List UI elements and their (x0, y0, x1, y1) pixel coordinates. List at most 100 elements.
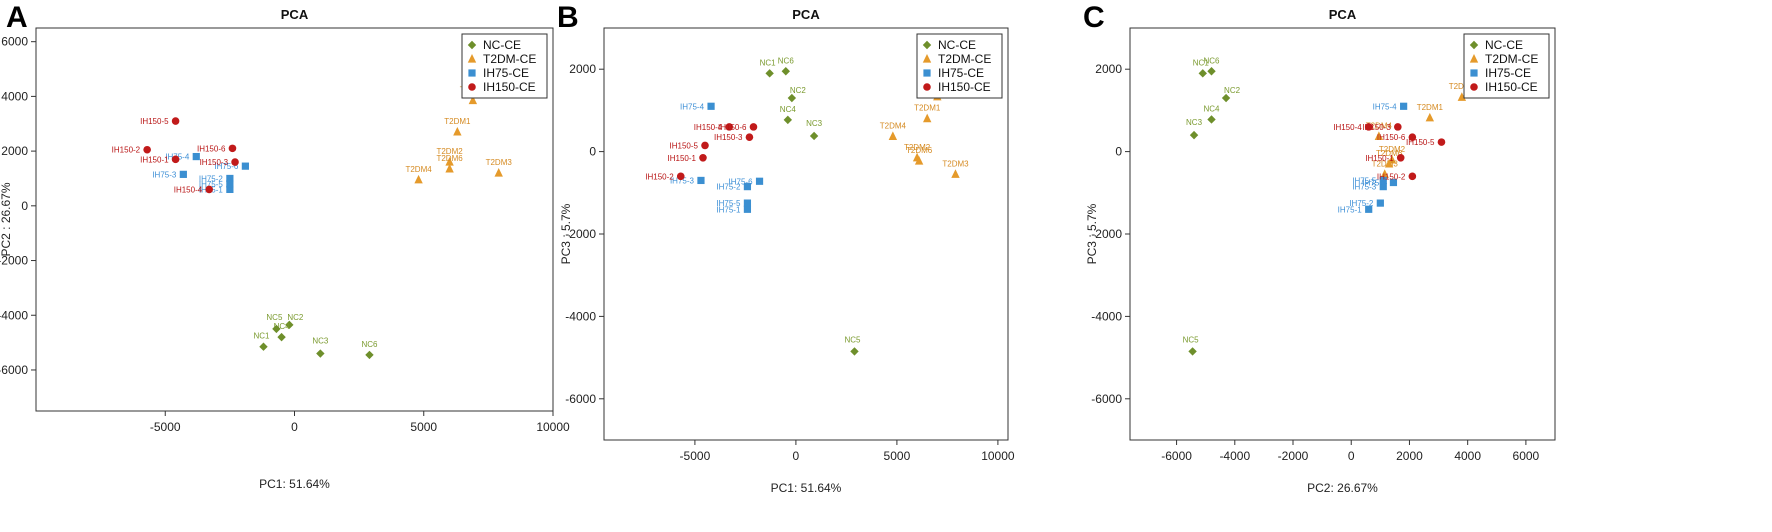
panel-letter: A (6, 1, 28, 34)
data-point-IH75-4 (1400, 102, 1408, 110)
point-label-T2DM4: T2DM4 (405, 165, 432, 174)
panel-letter: C (1083, 1, 1105, 34)
data-point-T2DM4 (414, 174, 423, 184)
legend-marker-T2DM-CE (1469, 54, 1479, 63)
point-label-IH150-1: IH150-1 (1365, 154, 1394, 163)
x-tick-label: -5000 (150, 420, 181, 434)
legend-label-IH150-CE: IH150-CE (483, 80, 536, 94)
point-label-T2DM6: T2DM6 (906, 146, 933, 155)
data-point-IH75-1 (1365, 205, 1373, 213)
legend-box (916, 33, 1003, 99)
point-label-IH150-2: IH150-2 (645, 172, 674, 181)
point-label-IH75-4: IH75-4 (680, 102, 705, 111)
data-point-T2DM5 (468, 95, 478, 105)
data-point-NC2 (1221, 93, 1231, 103)
legend-label-NC-CE: NC-CE (938, 38, 976, 52)
point-label-IH150-5: IH150-5 (1406, 138, 1435, 147)
x-tick-label: -2000 (1278, 449, 1309, 463)
point-label-IH150-1: IH150-1 (668, 154, 697, 163)
point-label-IH75-5: IH75-5 (199, 180, 224, 189)
point-label-IH150-2: IH150-2 (112, 146, 141, 155)
legend-marker-IH150-CE (468, 83, 476, 91)
point-label-IH75-1: IH75-1 (1338, 205, 1363, 214)
data-point-IH150-6 (749, 123, 758, 131)
data-point-NC1 (1198, 69, 1207, 78)
legend-label-NC-CE: NC-CE (483, 38, 521, 52)
data-point-IH75-4 (192, 152, 200, 161)
y-tick-label: -6000 (1091, 392, 1122, 406)
point-label-IH75-6: IH75-6 (1362, 179, 1387, 188)
x-tick-label: 4000 (1454, 449, 1481, 463)
chart-title: PCA (1329, 7, 1357, 22)
data-point-IH75-3 (179, 170, 187, 178)
point-label-NC3: NC3 (312, 337, 329, 346)
x-tick-label: -6000 (1161, 449, 1192, 463)
y-axis-label: PC3 : 5.7% (559, 203, 573, 264)
data-point-T2DM5 (1457, 92, 1467, 101)
x-tick-label: 10000 (536, 420, 570, 434)
legend-box (461, 33, 548, 99)
data-point-T2DM1 (1425, 112, 1435, 122)
data-point-IH75-5 (226, 180, 234, 188)
point-label-IH75-6: IH75-6 (214, 162, 239, 171)
data-point-T2DM2 (445, 157, 454, 166)
data-point-T2DM1 (453, 126, 462, 136)
point-label-IH75-4: IH75-4 (1373, 102, 1398, 111)
x-tick-label: 6000 (1513, 449, 1540, 463)
point-label-IH150-3: IH150-3 (714, 133, 743, 142)
y-tick-label: -2000 (1091, 227, 1122, 241)
data-point-NC6 (1207, 67, 1216, 76)
legend-box (1463, 33, 1550, 99)
point-label-IH150-5: IH150-5 (140, 117, 169, 126)
data-point-NC3 (1189, 130, 1199, 140)
data-point-IH150-6 (228, 144, 237, 153)
point-label-T2DM1: T2DM1 (1417, 103, 1444, 112)
data-point-NC5 (850, 347, 859, 356)
point-label-IH75-6: IH75-6 (729, 177, 754, 186)
y-tick-label: -6000 (0, 363, 28, 377)
legend-marker-IH150-CE (923, 83, 931, 91)
point-label-IH75-2: IH75-2 (1349, 199, 1374, 208)
data-point-IH75-2 (226, 174, 234, 183)
data-point-T2DM6 (914, 156, 924, 165)
x-tick-label: 2000 (1396, 449, 1423, 463)
panel-C: C PCA -6000 -4000 -2000 0 2000 4000 6000 -6000 -40… (1083, 1, 1556, 495)
point-label-T2DM1: T2DM1 (444, 117, 471, 126)
point-label-NC6: NC6 (361, 340, 378, 349)
data-point-IH75-6 (755, 177, 764, 185)
legend-label-T2DM-CE: T2DM-CE (1485, 52, 1538, 66)
y-tick-label: -2000 (0, 254, 28, 268)
data-point-IH150-2 (143, 145, 151, 154)
legend-marker-NC-CE (467, 40, 477, 50)
data-point-NC6 (365, 350, 374, 360)
data-point-IH75-6 (241, 162, 249, 170)
data-point-IH75-3 (1379, 183, 1387, 191)
data-point-IH75-1 (226, 185, 234, 194)
y-tick-label: 2000 (1095, 62, 1122, 76)
chart-title: PCA (792, 7, 820, 22)
point-label-T2DM3: T2DM3 (1372, 159, 1399, 168)
legend-label-IH150-CE: IH150-CE (1485, 80, 1538, 94)
point-label-T2DM5: T2DM5 (1449, 82, 1476, 91)
point-label-NC5: NC5 (266, 313, 283, 322)
point-label-NC1: NC1 (253, 332, 270, 341)
data-point-T2DM3 (951, 169, 960, 178)
point-label-IH75-3: IH75-3 (1352, 183, 1377, 192)
data-point-IH150-3 (231, 158, 239, 166)
chart-title: PCA (281, 7, 309, 22)
y-tick-label: 0 (21, 199, 28, 213)
data-point-T2DM4 (1374, 131, 1384, 140)
point-label-T2DM2: T2DM2 (436, 147, 463, 156)
data-point-IH150-6 (1408, 133, 1417, 141)
data-point-IH150-4 (205, 185, 213, 194)
point-label-IH150-1: IH150-1 (140, 155, 169, 164)
point-label-NC1: NC1 (1193, 58, 1210, 67)
point-label-T2DM2: T2DM2 (1379, 145, 1406, 154)
data-point-NC5 (272, 324, 281, 334)
legend-marker-IH75-CE (1470, 69, 1478, 77)
x-tick-label: 5000 (884, 449, 911, 463)
y-tick-label: 2000 (1, 144, 28, 158)
data-point-IH150-4 (725, 123, 734, 131)
data-point-NC6 (781, 67, 790, 76)
point-label-T2DM1: T2DM1 (914, 104, 941, 113)
